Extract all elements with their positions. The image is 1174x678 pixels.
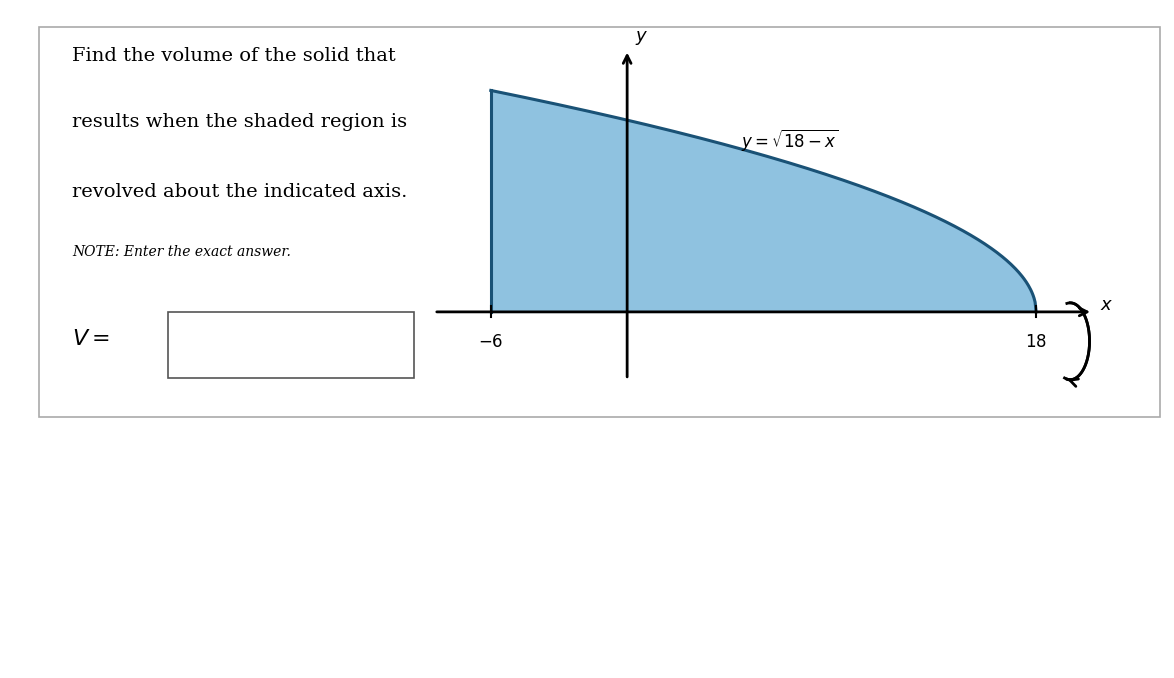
Text: NOTE: Enter the exact answer.: NOTE: Enter the exact answer. — [73, 245, 291, 260]
Text: $-6$: $-6$ — [478, 334, 504, 351]
Text: revolved about the indicated axis.: revolved about the indicated axis. — [73, 183, 407, 201]
Text: $y$: $y$ — [635, 29, 648, 47]
Text: results when the shaded region is: results when the shaded region is — [73, 113, 407, 131]
Text: $V =$: $V =$ — [73, 328, 110, 350]
Text: Find the volume of the solid that: Find the volume of the solid that — [73, 47, 396, 64]
Text: $y = \sqrt{18 - x}$: $y = \sqrt{18 - x}$ — [741, 127, 838, 153]
Bar — [168, 312, 414, 378]
Text: $x$: $x$ — [1100, 296, 1113, 314]
Text: $18$: $18$ — [1025, 334, 1047, 351]
